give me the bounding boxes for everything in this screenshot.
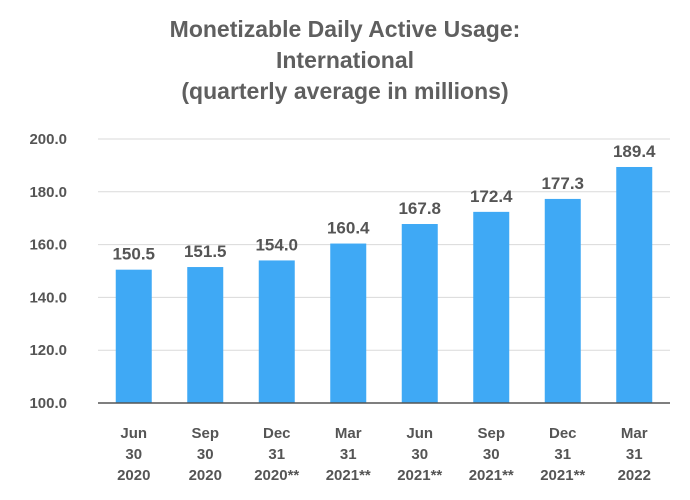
x-tick-label-line: Dec [549, 425, 577, 442]
x-axis-tick-labels: Jun 30 2020 Sep 30 2020 Dec 31 2020** Mar 31 2021**… [117, 425, 651, 484]
x-tick-label-line: 31 [554, 446, 571, 463]
bar [473, 211, 510, 403]
data-label: 154.0 [255, 235, 298, 254]
chart-title-line-2: International [275, 47, 414, 73]
x-tick-label-line: Mar [621, 425, 648, 442]
bar [401, 224, 438, 403]
x-tick-label: Dec 31 2021** [540, 425, 585, 484]
x-tick-label-line: 2021** [540, 467, 585, 484]
data-label: 151.5 [184, 242, 227, 261]
x-tick-label-line: 30 [125, 446, 142, 463]
x-tick-label: Mar 31 2021** [326, 425, 371, 484]
x-tick-label-line: 2020 [189, 467, 222, 484]
bars [115, 166, 653, 403]
x-tick-label: Sep 30 2020 [189, 425, 222, 484]
y-tick-label: 160.0 [29, 237, 67, 254]
data-label: 150.5 [112, 245, 155, 264]
data-label: 167.8 [398, 199, 441, 218]
bar [187, 267, 224, 403]
x-tick-label: Jun 30 2020 [117, 425, 150, 484]
x-tick-label-line: 2021** [397, 467, 442, 484]
bar [115, 269, 152, 403]
y-axis-tick-labels: 100.0 120.0 140.0 160.0 180.0 200.0 [29, 131, 67, 412]
data-label: 160.4 [327, 219, 370, 238]
x-tick-label-line: 30 [197, 446, 214, 463]
x-tick-label-line: 31 [340, 446, 357, 463]
x-tick-label-line: Sep [477, 425, 505, 442]
x-tick-label: Jun 30 2021** [397, 425, 442, 484]
bar [330, 243, 367, 403]
x-tick-label-line: Dec [263, 425, 291, 442]
y-tick-label: 100.0 [29, 395, 67, 412]
data-labels: 150.5 151.5 154.0 160.4 167.8 172.4 177.3 189.4 [112, 142, 656, 264]
x-tick-label-line: 2020** [254, 467, 299, 484]
data-label: 172.4 [470, 187, 513, 206]
x-tick-label-line: Jun [406, 425, 433, 442]
x-tick-label-line: 30 [483, 446, 500, 463]
chart-title-line-3: (quarterly average in millions) [181, 78, 509, 104]
bar [544, 198, 581, 403]
x-tick-label-line: Jun [120, 425, 147, 442]
chart-title-line-1: Monetizable Daily Active Usage: [169, 16, 521, 42]
x-tick-label: Dec 31 2020** [254, 425, 299, 484]
x-tick-label-line: 30 [411, 446, 428, 463]
x-tick-label-line: 2021** [469, 467, 514, 484]
x-tick-label-line: 31 [626, 446, 643, 463]
data-label: 177.3 [541, 174, 584, 193]
x-tick-label: Sep 30 2021** [469, 425, 514, 484]
x-tick-label-line: 2020 [117, 467, 150, 484]
x-tick-label-line: Sep [191, 425, 219, 442]
x-tick-label: Mar 31 2022 [618, 425, 651, 484]
y-tick-label: 200.0 [29, 131, 67, 148]
x-tick-label-line: 2021** [326, 467, 371, 484]
y-tick-label: 180.0 [29, 184, 67, 201]
x-tick-label-line: Mar [335, 425, 362, 442]
bar [616, 166, 653, 403]
y-tick-label: 140.0 [29, 289, 67, 306]
data-label: 189.4 [613, 142, 656, 161]
bar [258, 260, 295, 403]
x-tick-label-line: 2022 [618, 467, 651, 484]
x-tick-label-line: 31 [268, 446, 285, 463]
chart-title: Monetizable Daily Active Usage: Internat… [0, 14, 690, 107]
y-tick-label: 120.0 [29, 342, 67, 359]
